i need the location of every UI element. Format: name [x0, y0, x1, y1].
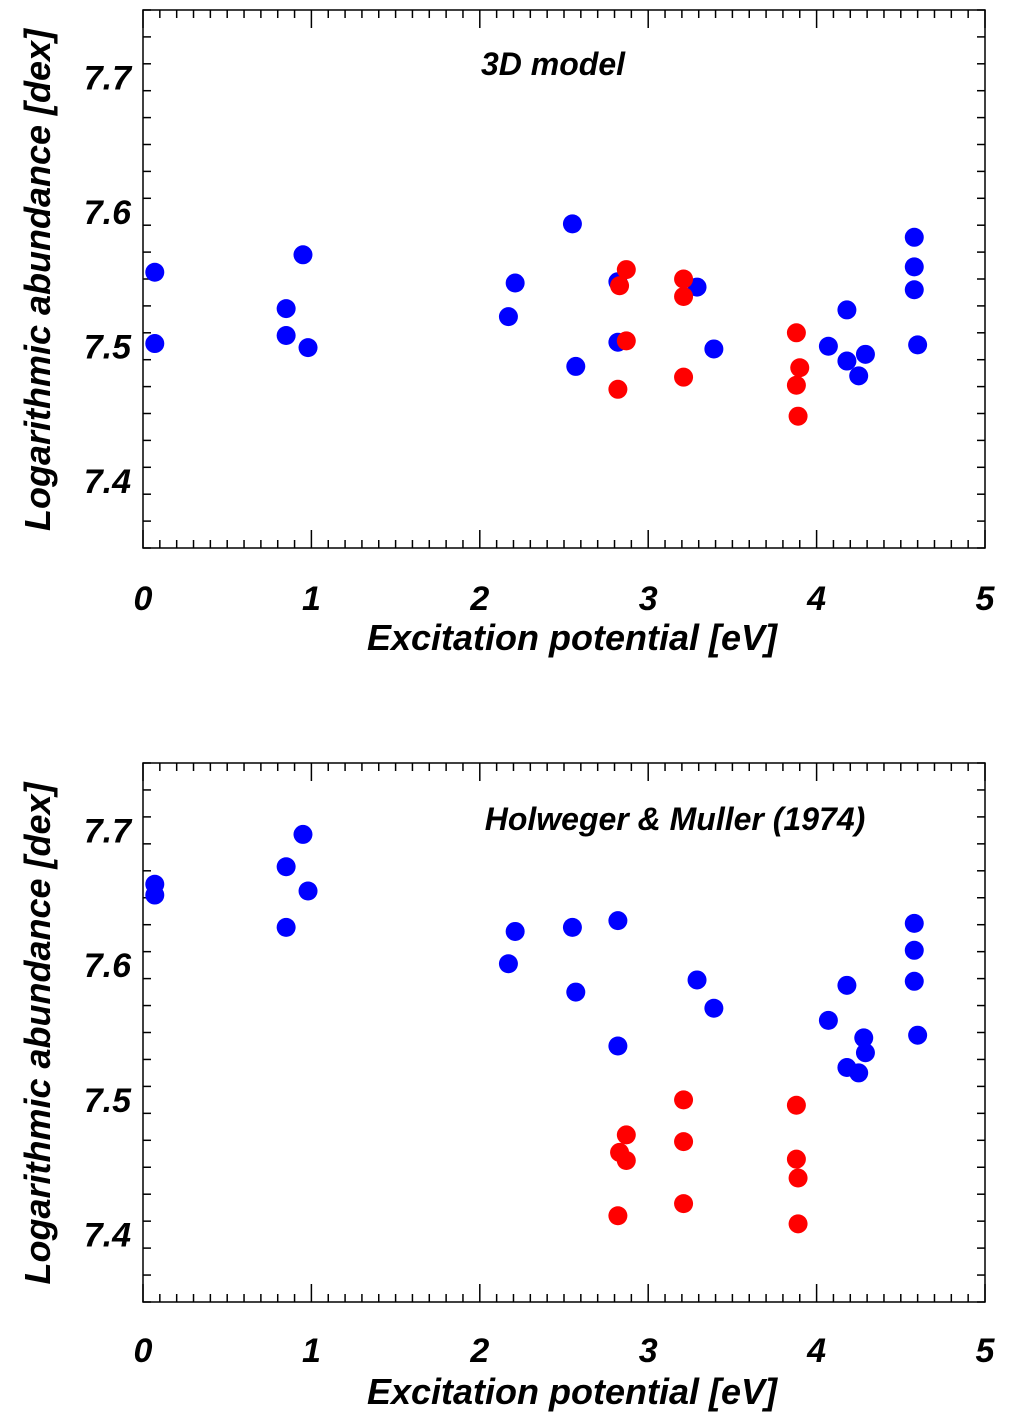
- data-point: [616, 1125, 636, 1145]
- data-point: [908, 335, 928, 355]
- data-point: [145, 334, 165, 354]
- series-2: [608, 1090, 808, 1234]
- data-point: [616, 260, 636, 280]
- data-point: [837, 351, 857, 371]
- x-tick-label: 3: [639, 1332, 658, 1370]
- data-point: [616, 1151, 636, 1171]
- data-point: [854, 1028, 874, 1048]
- data-point: [298, 338, 318, 358]
- y-tick-label: 7.7: [84, 59, 133, 97]
- series-1: [145, 824, 928, 1083]
- data-point: [674, 269, 694, 289]
- x-tick-label: 5: [976, 580, 996, 618]
- data-point: [562, 214, 582, 234]
- y-tick-label: 7.5: [84, 1082, 132, 1120]
- data-point: [608, 911, 628, 931]
- data-point: [498, 954, 518, 974]
- data-point: [788, 406, 808, 426]
- y-tick-label: 7.4: [84, 1217, 131, 1255]
- data-point: [818, 1010, 838, 1030]
- plot-frame: [142, 9, 986, 549]
- data-point: [904, 257, 924, 277]
- data-point: [145, 262, 165, 282]
- chart-panel-1: 0 1 2 3 4 5 7.4 7.5 7.6 7.7 Excitation potential […: [17, 9, 996, 658]
- y-tick-label: 7.5: [84, 328, 132, 366]
- x-tick-label: 3: [639, 580, 658, 618]
- x-tick-label: 1: [302, 580, 321, 618]
- series-1: [145, 214, 928, 386]
- data-point: [786, 323, 806, 343]
- panel-title: 3D model: [481, 46, 626, 82]
- data-point: [566, 356, 586, 376]
- data-point: [608, 1036, 628, 1056]
- data-point: [566, 982, 586, 1002]
- data-point: [904, 280, 924, 300]
- x-tick-label: 0: [134, 580, 153, 618]
- data-point: [704, 339, 724, 359]
- data-point: [687, 970, 707, 990]
- data-point: [276, 325, 296, 345]
- data-point: [276, 917, 296, 937]
- data-point: [505, 921, 525, 941]
- data-point: [849, 1063, 869, 1083]
- data-point: [788, 1214, 808, 1234]
- x-tick-label: 2: [469, 1332, 489, 1370]
- data-point: [674, 1194, 694, 1214]
- data-point: [818, 336, 838, 356]
- x-tick-label: 0: [134, 1332, 153, 1370]
- x-tick-label: 2: [469, 580, 489, 618]
- x-tick-label: 5: [976, 1332, 996, 1370]
- data-point: [837, 300, 857, 320]
- data-point: [674, 286, 694, 306]
- data-point: [674, 367, 694, 387]
- y-tick-label: 7.6: [84, 947, 132, 985]
- panel-title: Holweger & Muller (1974): [485, 801, 866, 837]
- y-tick-label: 7.6: [84, 194, 132, 232]
- data-point: [616, 331, 636, 351]
- data-point: [855, 344, 875, 364]
- y-tick-label: 7.4: [84, 463, 131, 501]
- data-point: [293, 245, 313, 265]
- data-point: [904, 971, 924, 991]
- data-point: [276, 857, 296, 877]
- data-point: [498, 307, 518, 327]
- data-point: [674, 1132, 694, 1152]
- data-point: [790, 358, 810, 378]
- data-point: [704, 998, 724, 1018]
- data-point: [505, 273, 525, 293]
- x-axis-label: Excitation potential [eV]: [367, 617, 778, 658]
- data-point: [293, 824, 313, 844]
- data-point: [786, 1149, 806, 1169]
- data-point: [904, 913, 924, 933]
- data-point: [855, 1043, 875, 1063]
- data-point: [908, 1025, 928, 1045]
- data-point: [786, 1095, 806, 1115]
- data-point: [904, 940, 924, 960]
- data-point: [837, 975, 857, 995]
- data-point: [608, 379, 628, 399]
- y-axis-label: Logarithmic abundance [dex]: [17, 781, 58, 1284]
- x-tick-label: 4: [806, 1332, 826, 1370]
- data-point: [849, 366, 869, 386]
- data-point: [904, 227, 924, 247]
- chart-panel-2: 0 1 2 3 4 5 7.4 7.5 7.6 7.7 Excitation potential […: [17, 762, 996, 1412]
- series-2: [608, 260, 810, 426]
- data-point: [788, 1168, 808, 1188]
- x-tick-label: 4: [806, 580, 826, 618]
- x-tick-label: 1: [302, 1332, 321, 1370]
- data-point: [610, 276, 630, 296]
- data-point: [608, 1206, 628, 1226]
- data-point: [145, 885, 165, 905]
- data-point: [298, 881, 318, 901]
- data-point: [276, 299, 296, 319]
- data-point: [674, 1090, 694, 1110]
- y-axis-label: Logarithmic abundance [dex]: [17, 28, 58, 531]
- x-axis-label: Excitation potential [eV]: [367, 1371, 778, 1412]
- y-tick-label: 7.7: [84, 812, 133, 850]
- data-point: [562, 917, 582, 937]
- data-point: [786, 375, 806, 395]
